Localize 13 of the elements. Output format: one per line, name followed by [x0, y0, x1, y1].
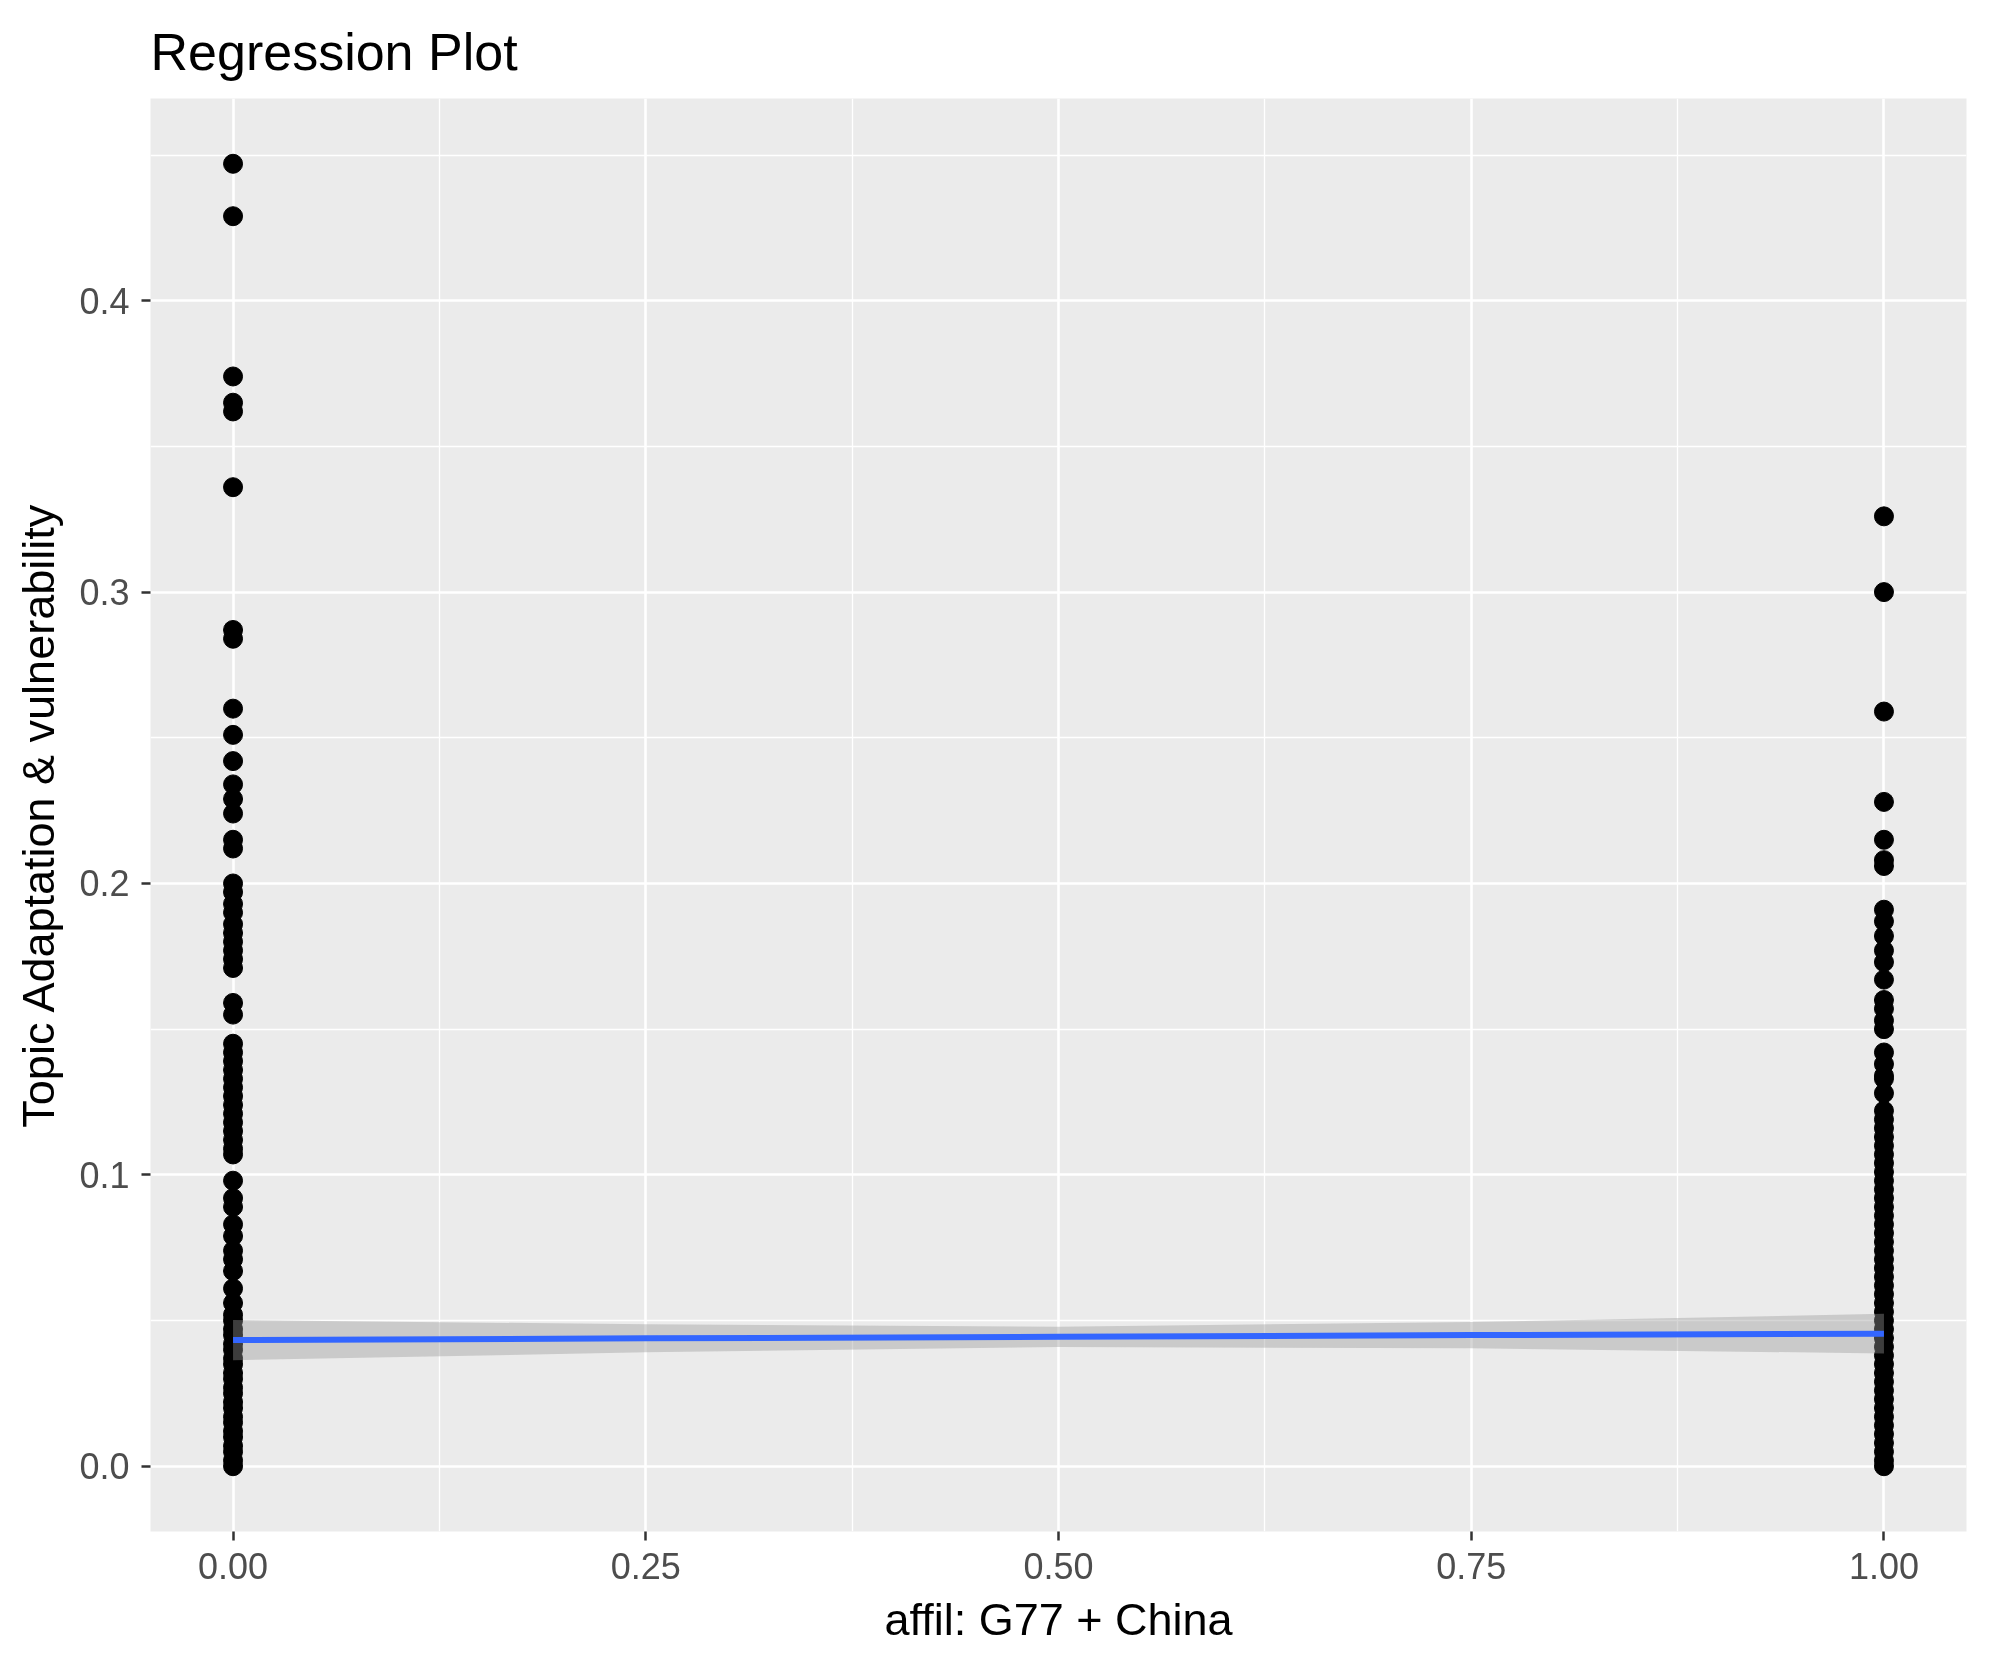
y-tick-label: 0.0	[79, 1446, 130, 1488]
y-tick-label: 0.2	[79, 863, 130, 905]
x-tick-label: 0.75	[1436, 1545, 1507, 1587]
y-axis-title: Topic Adaptation & vulnerability	[13, 504, 65, 1128]
x-axis-title: affil: G77 + China	[884, 1593, 1234, 1645]
x-tick-label: 1.00	[1848, 1545, 1919, 1587]
y-tick-label: 0.1	[79, 1154, 130, 1196]
y-tick-label: 0.3	[79, 572, 130, 614]
x-tick-label: 0.25	[610, 1545, 681, 1587]
x-tick-label: 0.00	[198, 1545, 269, 1587]
x-tick-label: 0.50	[1023, 1545, 1094, 1587]
y-tick-label: 0.4	[79, 280, 130, 322]
chart-title: Regression Plot	[150, 22, 519, 81]
